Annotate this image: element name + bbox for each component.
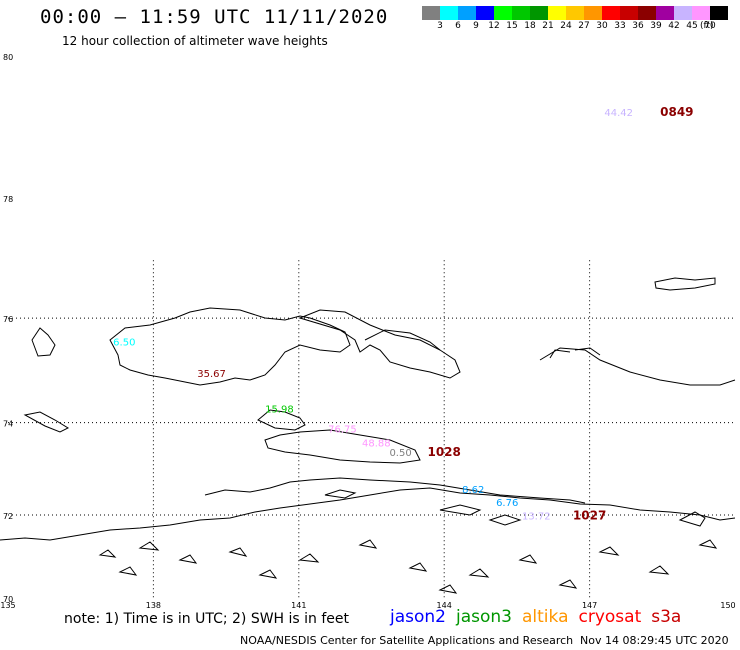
satellite-legend: jason2 jason3 altika cryosat s3a: [390, 607, 681, 627]
legend-label: 36: [632, 21, 644, 31]
coastline-mainland: [0, 487, 736, 541]
coastline-belkovsky: [23, 411, 70, 433]
legend-label: 18: [524, 21, 536, 31]
legend-labels: (ft) 3 6 9 12 15 18 21 24 27 30 33 36 39 42 45 70: [422, 21, 740, 35]
wave-height-value: 8.62: [462, 485, 484, 496]
legend-label: 15: [506, 21, 518, 31]
wave-height-value: 13.72: [522, 511, 551, 522]
legend-label: 30: [596, 21, 608, 31]
wave-height-value: 15.98: [265, 405, 294, 416]
legend-swatch: [710, 6, 728, 20]
legend-swatch: [566, 6, 584, 20]
coastline-stolbovoy: [31, 327, 56, 357]
satellite-name: cryosat: [578, 607, 642, 627]
longitude-label: 147: [582, 601, 597, 610]
satellite-name: jason3: [456, 607, 512, 627]
footer-note: note: 1) Time is in UTC; 2) SWH is in fe…: [64, 611, 350, 627]
wave-height-value: 48.88: [362, 439, 391, 450]
wave-height-value: 0.50: [389, 448, 411, 459]
satellite-name: altika: [522, 607, 569, 627]
coastline-lakes: [98, 539, 718, 594]
coastline-lyakhovsky-bolshoy: [257, 409, 306, 431]
wave-height-value: 44.42: [604, 108, 633, 119]
pass-time-labels: 0849 1028 1027: [427, 105, 693, 523]
latitude-label: 74: [3, 420, 13, 429]
legend-swatch: [638, 6, 656, 20]
satellite-name: s3a: [651, 607, 682, 627]
pass-time-label: 1027: [573, 508, 606, 522]
satellite-name: jason2: [390, 607, 446, 627]
legend-swatch: [422, 6, 440, 20]
coastline-faddeyevsky: [364, 329, 441, 351]
legend-label: 27: [578, 21, 590, 31]
longitude-label: 138: [146, 601, 161, 610]
longitude-label: 144: [437, 601, 452, 610]
wave-height-value: 35.67: [197, 369, 226, 380]
coastline-wrangel: [654, 277, 716, 291]
legend-swatch: [656, 6, 674, 20]
legend-swatch: [512, 6, 530, 20]
generated-timestamp: Nov 14 08:29:45 UTC 2020: [580, 634, 729, 647]
legend-swatch: [530, 6, 548, 20]
legend-swatches: [422, 6, 728, 20]
wave-height-value: 6.50: [113, 338, 135, 349]
longitude-label: 135: [0, 601, 15, 610]
coastline-coast-detail: [204, 477, 586, 504]
coastline-bunge: [298, 309, 461, 379]
legend-swatch: [674, 6, 692, 20]
coastline-east-bits: [549, 347, 601, 359]
page-title: 00:00 – 11:59 UTC 11/11/2020: [40, 6, 389, 28]
legend-label: 33: [614, 21, 626, 31]
legend-label: 6: [455, 21, 461, 31]
legend-swatch: [440, 6, 458, 20]
pass-time-label: 1028: [427, 445, 460, 459]
pass-time-label: 0849: [660, 105, 693, 119]
legend-label: 3: [437, 21, 443, 31]
coastline-novaya-sibir: [539, 347, 736, 386]
legend-label: 45: [686, 21, 698, 31]
credit-line: NOAA/NESDIS Center for Satellite Applica…: [240, 634, 574, 647]
latitude-label: 70: [3, 595, 13, 604]
graticule: [8, 260, 735, 598]
longitude-label: 141: [291, 601, 306, 610]
legend-label: 24: [560, 21, 572, 31]
coastline-kotelny: [109, 307, 351, 386]
legend-swatch: [548, 6, 566, 20]
latitude-label: 76: [3, 315, 13, 324]
legend-label: 9: [473, 21, 479, 31]
wave-height-observations: 44.42 6.50 35.67 15.98 76.75 48.880.50 8.62 6.7…: [113, 108, 633, 523]
coastline-layer: [0, 277, 736, 594]
legend-swatch: [458, 6, 476, 20]
legend-swatch: [476, 6, 494, 20]
legend-swatch: [584, 6, 602, 20]
page-subtitle: 12 hour collection of altimeter wave hei…: [62, 34, 328, 48]
wave-height-value: 6.76: [496, 498, 518, 509]
latitude-label: 80: [3, 53, 13, 62]
coastline-lyakhovsky-maly: [264, 429, 421, 464]
legend-swatch: [494, 6, 512, 20]
longitude-labels: 135 138 141 144 147 150: [0, 601, 735, 610]
legend-label: 39: [650, 21, 662, 31]
legend-swatch: [602, 6, 620, 20]
color-legend: (ft) 3 6 9 12 15 18 21 24 27 30 33 36 39 42 45 70: [422, 6, 728, 31]
legend-label: 21: [542, 21, 554, 31]
legend-swatch: [620, 6, 638, 20]
latitude-labels: 80 78 76 74 72 70: [3, 53, 13, 604]
legend-label: 70: [704, 21, 716, 31]
wave-height-value: 76.75: [328, 424, 357, 435]
legend-swatch: [692, 6, 710, 20]
latitude-label: 72: [3, 512, 13, 521]
latitude-label: 78: [3, 195, 13, 204]
legend-unit: (ft): [700, 21, 714, 31]
longitude-label: 150: [720, 601, 735, 610]
legend-label: 12: [488, 21, 500, 31]
coastline-delta-islands: [324, 489, 706, 527]
legend-label: 42: [668, 21, 680, 31]
